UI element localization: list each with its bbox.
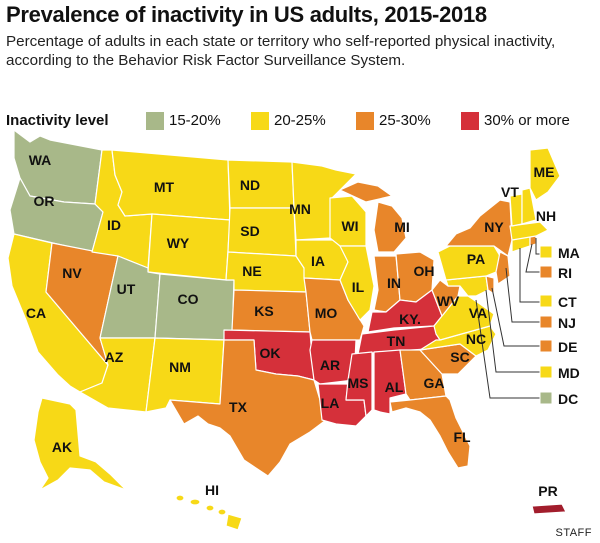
callout-swatch-md bbox=[539, 365, 553, 379]
label-va: VA bbox=[469, 305, 487, 321]
callout-label-nj: NJ bbox=[558, 315, 576, 331]
map-title: Prevalence of inactivity in US adults, 2… bbox=[6, 2, 487, 27]
label-mn: MN bbox=[289, 201, 311, 217]
label-mo: MO bbox=[315, 305, 338, 321]
callout-swatch-ri bbox=[539, 265, 553, 279]
state-ne bbox=[225, 251, 307, 293]
state-mi bbox=[373, 201, 407, 253]
label-ne: NE bbox=[242, 263, 261, 279]
label-sd: SD bbox=[240, 223, 259, 239]
label-sc: SC bbox=[450, 349, 469, 365]
state-ak bbox=[33, 397, 127, 491]
state-il bbox=[339, 245, 375, 321]
label-ia: IA bbox=[311, 253, 325, 269]
legend-label: 30% or more bbox=[484, 112, 570, 129]
state-hi bbox=[175, 494, 243, 531]
label-ca: CA bbox=[26, 305, 46, 321]
callout-swatch-ma bbox=[539, 245, 553, 259]
label-ak: AK bbox=[52, 439, 72, 455]
callout-swatch-ct bbox=[539, 294, 553, 308]
legend-swatch bbox=[356, 112, 374, 130]
label-wy: WY bbox=[167, 235, 190, 251]
label-nv: NV bbox=[62, 265, 82, 281]
label-or: OR bbox=[34, 193, 55, 209]
label-pr: PR bbox=[538, 483, 557, 499]
callout-label-ct: CT bbox=[558, 294, 577, 310]
state-mi-upper bbox=[339, 181, 393, 203]
label-ok: OK bbox=[260, 345, 281, 361]
label-wa: WA bbox=[29, 152, 52, 168]
callout-label-de: DE bbox=[558, 339, 577, 355]
label-pa: PA bbox=[467, 251, 485, 267]
state-ms bbox=[345, 351, 373, 417]
state-nc bbox=[419, 325, 497, 357]
label-tx: TX bbox=[229, 399, 248, 415]
state-sd bbox=[227, 207, 297, 257]
label-tn: TN bbox=[387, 333, 406, 349]
map-subtitle: Percentage of adults in each state or te… bbox=[6, 33, 556, 69]
legend-label: 15-20% bbox=[169, 112, 221, 129]
callout-swatch-dc bbox=[539, 391, 553, 405]
label-ky: KY. bbox=[399, 311, 421, 327]
label-ny: NY bbox=[484, 219, 504, 235]
state-ri bbox=[529, 235, 537, 247]
legend-swatch bbox=[251, 112, 269, 130]
label-mt: MT bbox=[154, 179, 175, 195]
label-nm: NM bbox=[169, 359, 191, 375]
label-al: AL bbox=[385, 379, 404, 395]
label-hi: HI bbox=[205, 482, 219, 498]
state-me bbox=[529, 147, 561, 201]
callout-swatch-de bbox=[539, 339, 553, 353]
label-oh: OH bbox=[414, 263, 435, 279]
callout-label-md: MD bbox=[558, 365, 580, 381]
label-id: ID bbox=[107, 217, 121, 233]
label-ut: UT bbox=[117, 281, 136, 297]
label-me: ME bbox=[534, 164, 555, 180]
label-vt: VT bbox=[501, 184, 519, 200]
label-az: AZ bbox=[105, 349, 124, 365]
label-il: IL bbox=[352, 279, 365, 295]
label-mi: MI bbox=[394, 219, 410, 235]
state-fl bbox=[389, 395, 471, 469]
label-nc: NC bbox=[466, 331, 486, 347]
legend: Inactivity level 15-20% 20-25% 25-30% 30… bbox=[6, 110, 600, 132]
state-co bbox=[154, 273, 235, 341]
label-ks: KS bbox=[254, 303, 273, 319]
callout-label-dc: DC bbox=[558, 391, 578, 407]
credit: STAFF bbox=[555, 527, 592, 539]
label-ms: MS bbox=[348, 375, 369, 391]
legend-label: 20-25% bbox=[274, 112, 326, 129]
label-wi: WI bbox=[341, 218, 358, 234]
label-la: LA bbox=[321, 395, 340, 411]
callout-swatch-nj bbox=[539, 315, 553, 329]
label-in: IN bbox=[387, 275, 401, 291]
state-nd bbox=[227, 159, 295, 209]
callout-label-ri: RI bbox=[558, 265, 572, 281]
state-nh bbox=[521, 187, 537, 225]
label-nd: ND bbox=[240, 177, 260, 193]
legend-swatch bbox=[461, 112, 479, 130]
callout-label-ma: MA bbox=[558, 245, 580, 261]
label-ar: AR bbox=[320, 357, 340, 373]
label-co: CO bbox=[178, 291, 199, 307]
label-fl: FL bbox=[453, 429, 471, 445]
label-ga: GA bbox=[424, 375, 445, 391]
territory-pr bbox=[531, 503, 567, 515]
label-wv: WV bbox=[437, 293, 460, 309]
state-ma bbox=[509, 221, 549, 241]
label-nh: NH bbox=[536, 208, 556, 224]
legend-swatch bbox=[146, 112, 164, 130]
legend-title: Inactivity level bbox=[6, 112, 109, 129]
legend-label: 25-30% bbox=[379, 112, 431, 129]
state-tx bbox=[169, 339, 327, 477]
